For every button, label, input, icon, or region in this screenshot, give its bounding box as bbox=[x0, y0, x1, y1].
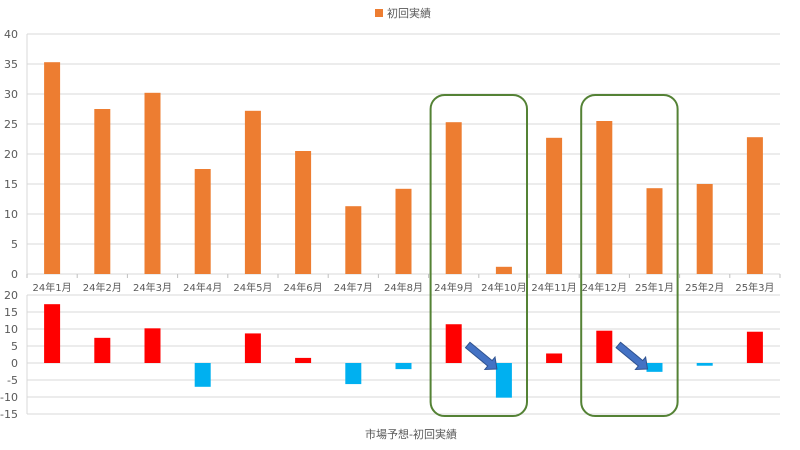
bar-difference bbox=[696, 363, 713, 366]
bottom-chart-y-axis: -15 -10 -5 0 5 10 15 20 bbox=[0, 289, 18, 421]
bar-difference bbox=[445, 324, 462, 363]
bar-initial-actual bbox=[546, 137, 563, 274]
bar-difference bbox=[295, 357, 312, 363]
bar-initial-actual bbox=[94, 109, 111, 274]
legend-swatch bbox=[375, 9, 383, 17]
arrow-down-right-icon bbox=[464, 341, 498, 371]
bar-initial-actual bbox=[244, 110, 261, 274]
y-tick-label: 35 bbox=[4, 58, 18, 71]
y-tick-label: 15 bbox=[4, 178, 18, 191]
y-tick-label: 20 bbox=[4, 289, 18, 302]
category-label: 24年7月 bbox=[334, 281, 373, 294]
bar-difference bbox=[395, 363, 412, 370]
category-label: 24年4月 bbox=[183, 281, 222, 294]
bar-difference bbox=[94, 337, 111, 363]
category-label: 24年2月 bbox=[83, 281, 122, 294]
bar-initial-actual bbox=[44, 62, 61, 275]
y-tick-label: 5 bbox=[11, 340, 18, 353]
highlight-box bbox=[580, 94, 679, 417]
bar-difference bbox=[646, 363, 663, 372]
bar-difference bbox=[546, 353, 563, 363]
arrow-down-right-icon bbox=[615, 341, 649, 371]
top-chart-bars bbox=[44, 62, 763, 275]
category-label: 24年3月 bbox=[133, 281, 172, 294]
y-tick-label: -5 bbox=[7, 374, 18, 387]
bottom-axis-title: 市場予想-初回実績 bbox=[365, 427, 457, 441]
y-tick-label: 10 bbox=[4, 208, 18, 221]
bar-difference bbox=[244, 333, 261, 363]
y-tick-label: 0 bbox=[11, 357, 18, 370]
bar-initial-actual bbox=[495, 266, 512, 274]
category-label: 24年6月 bbox=[284, 281, 323, 294]
y-tick-label: -10 bbox=[0, 391, 18, 404]
category-axis: 24年1月 24年2月 24年3月 24年4月 24年5月 24年6月 24年7月 24年8月… bbox=[33, 281, 775, 294]
top-chart-y-axis: 0 5 10 15 20 25 30 35 40 bbox=[4, 28, 18, 281]
bottom-chart-bars bbox=[44, 304, 763, 398]
y-tick-label: 5 bbox=[11, 238, 18, 251]
y-tick-label: 0 bbox=[11, 268, 18, 281]
bar-initial-actual bbox=[445, 122, 462, 274]
y-tick-label: 30 bbox=[4, 88, 18, 101]
y-tick-label: 25 bbox=[4, 118, 18, 131]
y-tick-label: 20 bbox=[4, 148, 18, 161]
bar-initial-actual bbox=[696, 184, 713, 274]
bar-difference bbox=[194, 363, 211, 387]
bar-initial-actual bbox=[295, 151, 312, 274]
category-label: 25年2月 bbox=[685, 281, 724, 294]
legend-label: 初回実績 bbox=[387, 6, 431, 20]
highlight-box bbox=[429, 94, 529, 417]
category-label: 24年8月 bbox=[384, 281, 423, 294]
y-tick-label: -15 bbox=[0, 408, 18, 421]
bar-initial-actual bbox=[395, 188, 412, 274]
bar-difference bbox=[495, 363, 512, 398]
y-tick-label: 10 bbox=[4, 323, 18, 336]
category-label: 24年5月 bbox=[233, 281, 272, 294]
category-label: 25年3月 bbox=[735, 281, 774, 294]
bar-difference bbox=[44, 304, 61, 363]
legend: 初回実績 bbox=[375, 6, 431, 20]
y-tick-label: 15 bbox=[4, 306, 18, 319]
category-label: 25年1月 bbox=[635, 281, 674, 294]
category-label: 24年9月 bbox=[434, 281, 473, 294]
bottom-chart-gridlines bbox=[26, 294, 780, 415]
category-label: 24年10月 bbox=[481, 281, 526, 294]
category-label: 24年11月 bbox=[531, 281, 576, 294]
category-label: 24年1月 bbox=[33, 281, 72, 294]
annotations bbox=[429, 94, 679, 417]
bar-initial-actual bbox=[194, 169, 211, 274]
bar-initial-actual bbox=[144, 92, 161, 274]
bar-difference bbox=[596, 330, 613, 363]
category-label: 24年12月 bbox=[582, 281, 627, 294]
y-tick-label: 40 bbox=[4, 28, 18, 41]
bar-difference bbox=[746, 331, 763, 363]
bar-initial-actual bbox=[746, 137, 763, 274]
bar-initial-actual bbox=[345, 206, 362, 274]
bar-initial-actual bbox=[596, 121, 613, 274]
bar-difference bbox=[144, 328, 161, 363]
bar-difference bbox=[345, 363, 362, 385]
bar-initial-actual bbox=[646, 188, 663, 274]
